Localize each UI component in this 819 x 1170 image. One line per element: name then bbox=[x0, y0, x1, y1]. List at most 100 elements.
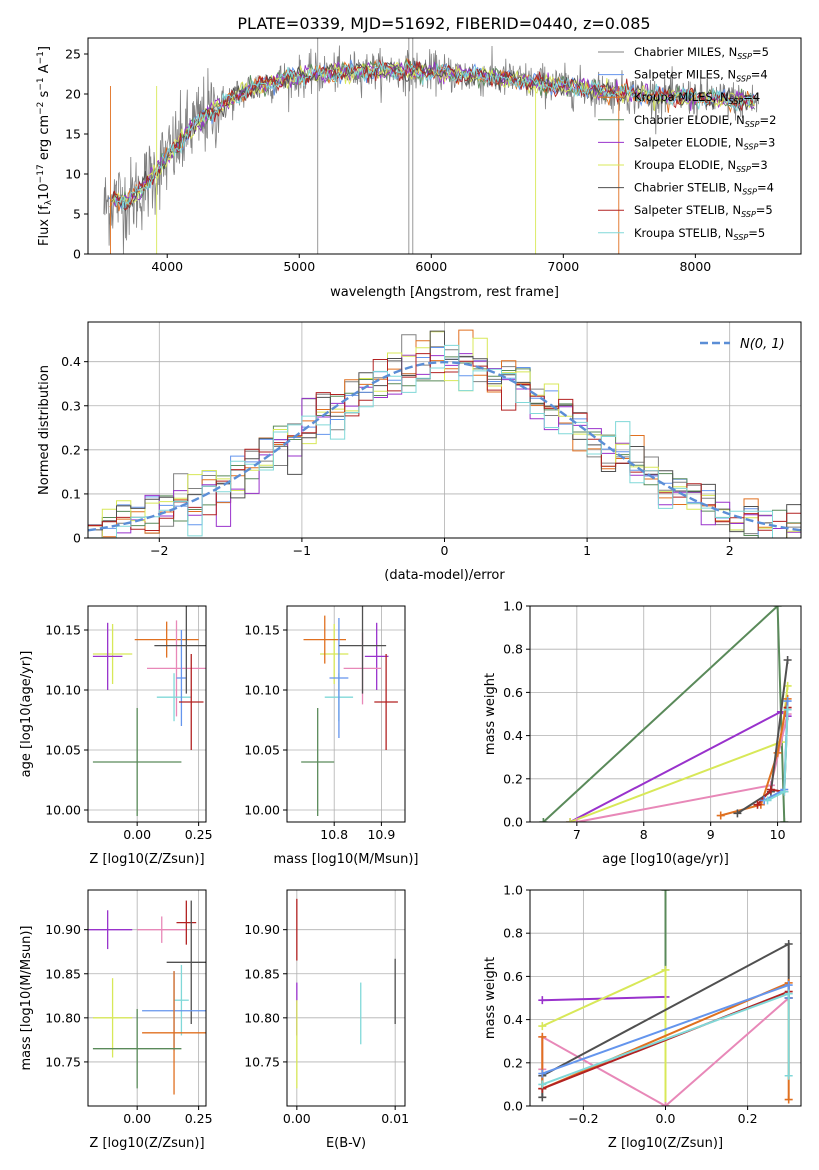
x-tick-label: 4000 bbox=[151, 259, 183, 274]
y-tick-label: 0.4 bbox=[61, 354, 81, 369]
y-tick-label: 15 bbox=[65, 127, 81, 142]
weight-marker bbox=[538, 1069, 547, 1078]
y-tick-label: 0.4 bbox=[503, 728, 523, 743]
error-bars bbox=[296, 898, 396, 1089]
y-tick-label: 10.15 bbox=[244, 623, 280, 638]
weight-marker bbox=[780, 818, 789, 822]
model-spectrum-line bbox=[112, 59, 755, 210]
x-tick-label: 8000 bbox=[679, 259, 711, 274]
x-axis-label: mass [log10(M/Msun)] bbox=[273, 852, 418, 867]
y-axis-label: mass weight bbox=[483, 673, 498, 755]
x-tick-label: 5000 bbox=[283, 259, 315, 274]
x-tick-label: 0.0 bbox=[656, 1111, 676, 1126]
legend-entry: Chabrier MILES, NSSP=5 bbox=[634, 45, 769, 61]
spectrum-lines bbox=[103, 38, 760, 254]
y-tick-label: 0.3 bbox=[61, 398, 81, 413]
weight-marker bbox=[539, 818, 548, 822]
legend-entry: Kroupa ELODIE, NSSP=3 bbox=[634, 158, 768, 174]
weight-marker bbox=[784, 1095, 793, 1104]
x-tick-label: −2 bbox=[150, 543, 168, 558]
axes-frame bbox=[87, 605, 207, 823]
weight-marker bbox=[783, 705, 792, 714]
x-tick-label: 0.2 bbox=[738, 1111, 758, 1126]
y-tick-label: 10.90 bbox=[244, 922, 280, 937]
x-tick-label: 7000 bbox=[547, 259, 579, 274]
weight-marker bbox=[538, 1080, 547, 1089]
x-tick-label: 6000 bbox=[415, 259, 447, 274]
y-tick-label: 0.1 bbox=[61, 486, 81, 501]
error-bars bbox=[88, 900, 206, 1095]
x-tick-label: 10.9 bbox=[367, 827, 395, 842]
x-axis-label: Z [log10(Z/Zsun)] bbox=[89, 1136, 204, 1151]
y-tick-label: 25 bbox=[65, 47, 81, 62]
weight-marker bbox=[766, 785, 775, 794]
model-spectrum-line bbox=[113, 61, 755, 211]
legend-entry: Salpeter MILES, NSSP=4 bbox=[634, 68, 768, 84]
y-tick-label: 0.0 bbox=[503, 815, 523, 830]
x-tick-label: 8 bbox=[640, 827, 648, 842]
weight-marker bbox=[753, 800, 762, 809]
y-tick-label: 0.6 bbox=[503, 685, 523, 700]
x-tick-label: 2 bbox=[726, 543, 734, 558]
weight-lines bbox=[539, 606, 792, 822]
y-tick-label: 0.2 bbox=[503, 1055, 523, 1070]
x-tick-label: 0.00 bbox=[283, 1111, 311, 1126]
y-tick-label: 1.0 bbox=[503, 599, 523, 614]
y-tick-label: 10.15 bbox=[45, 623, 81, 638]
histogram-series bbox=[88, 344, 801, 538]
weight-marker bbox=[661, 965, 670, 974]
weight-marker bbox=[661, 1102, 670, 1106]
y-tick-label: 0.0 bbox=[503, 1099, 523, 1114]
y-tick-label: 10.00 bbox=[244, 803, 280, 818]
y-tick-label: 0.8 bbox=[503, 642, 523, 657]
weight-marker bbox=[716, 811, 725, 820]
y-tick-label: 0.2 bbox=[503, 771, 523, 786]
weight-marker bbox=[763, 796, 772, 805]
x-tick-label: 7 bbox=[573, 827, 581, 842]
y-tick-label: 10.90 bbox=[45, 922, 81, 937]
y-tick-label: 0.6 bbox=[503, 969, 523, 984]
x-tick-label: 0.25 bbox=[185, 827, 213, 842]
x-axis-label: age [log10(age/yr)] bbox=[602, 852, 729, 867]
weight-marker bbox=[773, 606, 782, 610]
histograms bbox=[88, 329, 801, 538]
x-tick-label: 0.00 bbox=[123, 827, 151, 842]
y-tick-label: 20 bbox=[65, 87, 81, 102]
weight-marker bbox=[538, 1022, 547, 1031]
weight-marker bbox=[538, 1032, 547, 1041]
y-tick-label: 10.00 bbox=[45, 803, 81, 818]
x-tick-label: 0 bbox=[441, 543, 449, 558]
x-tick-label: 10.8 bbox=[320, 827, 348, 842]
legend-entry: N(0, 1) bbox=[740, 337, 785, 352]
weight-marker bbox=[784, 981, 793, 990]
mass-vs-ebv-panel: 0.00 0.01 10.75 10.80 10.85 10.90 E(B-V) bbox=[244, 889, 409, 1151]
weight-marker bbox=[784, 940, 793, 948]
age-vs-Z-panel: 0.00 0.25 10.00 10.05 10.10 10.15 Z [log10(Z/Z… bbox=[19, 605, 213, 867]
spectrum-panel: Chabrier MILES, NSSP=5 Salpeter MILES, NS… bbox=[36, 37, 802, 300]
weight-marker bbox=[538, 1093, 547, 1102]
legend-entry: Kroupa MILES, NSSP=4 bbox=[634, 90, 760, 106]
x-axis-label: Z [log10(Z/Zsun)] bbox=[608, 1136, 723, 1151]
x-axis-label: E(B-V) bbox=[326, 1136, 366, 1151]
axes-frame bbox=[286, 605, 406, 823]
weight-marker bbox=[566, 818, 575, 822]
weight-series-line bbox=[541, 968, 667, 1106]
mass-vs-Z-panel: 0.00 0.25 10.75 10.80 10.85 10.90 Z [log10(Z/Z… bbox=[19, 889, 213, 1151]
weight-marker bbox=[780, 787, 789, 796]
weight-vs-Z-panel: −0.2 0.0 0.2 0.0 0.2 0.4 0.6 0.8 1.0 Z [log10(Z/Z… bbox=[483, 883, 802, 1151]
y-tick-label: 0.2 bbox=[61, 442, 81, 457]
weight-marker bbox=[538, 996, 547, 1005]
y-tick-label: 10.10 bbox=[244, 683, 280, 698]
legend-entry: Kroupa STELIB, NSSP=5 bbox=[634, 226, 765, 242]
x-tick-label: 0.00 bbox=[123, 1111, 151, 1126]
y-tick-label: 10.80 bbox=[45, 1010, 81, 1025]
x-tick-label: 9 bbox=[707, 827, 715, 842]
y-tick-label: 10.85 bbox=[244, 966, 280, 981]
x-tick-label: 1 bbox=[583, 543, 591, 558]
y-axis-label: Normed distribution bbox=[37, 365, 52, 495]
weight-marker bbox=[572, 818, 581, 822]
y-tick-label: 5 bbox=[73, 207, 81, 222]
y-tick-label: 1.0 bbox=[503, 883, 523, 898]
weight-marker bbox=[784, 989, 793, 998]
y-tick-label: 10.75 bbox=[244, 1054, 280, 1069]
